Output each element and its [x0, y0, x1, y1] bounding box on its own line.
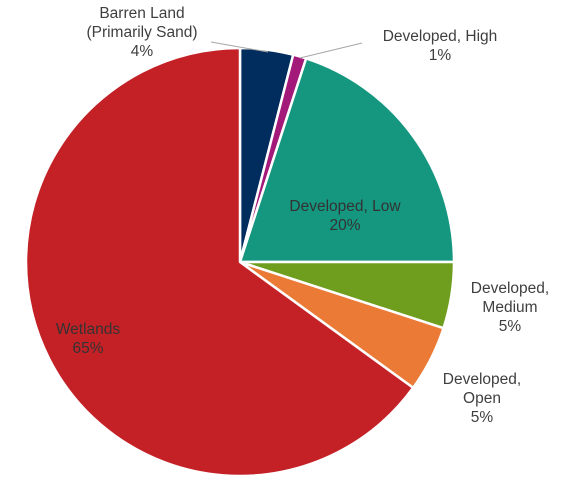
data-label-category: (Primarily Sand)	[86, 24, 197, 41]
data-labels: Barren Land (Primarily Sand) 4% Developed, …	[56, 5, 549, 426]
leader-line-barren	[210, 41, 269, 53]
data-label-dev-low: Developed, Low 20%	[289, 198, 401, 234]
data-label-percent: 5%	[499, 318, 522, 335]
leader-lines	[210, 41, 363, 59]
pie-slice-wetlands	[24, 46, 415, 478]
data-label-percent: 65%	[72, 340, 103, 357]
leader-line-dev-high	[299, 42, 363, 59]
data-label-dev-high: Developed, High 1%	[383, 28, 498, 64]
pie-slices	[24, 46, 456, 478]
data-label-category: Developed, Low	[289, 198, 401, 215]
data-label-category: Barren Land	[99, 5, 184, 22]
pie-slice-dev-low	[238, 57, 456, 264]
data-label-category: Medium	[482, 299, 537, 316]
data-label-category: Wetlands	[56, 321, 121, 338]
data-label-category: Open	[463, 390, 501, 407]
data-label-percent: 1%	[429, 47, 452, 64]
data-label-wetlands: Wetlands 65%	[56, 321, 121, 357]
data-label-category: Developed,	[443, 371, 521, 388]
data-label-barren: Barren Land (Primarily Sand) 4%	[86, 5, 197, 60]
data-label-dev-medium: Developed, Medium 5%	[471, 280, 549, 335]
data-label-category: Developed,	[471, 280, 549, 297]
data-label-category: Developed, High	[383, 28, 498, 45]
data-label-percent: 4%	[131, 43, 154, 60]
data-label-percent: 20%	[329, 217, 360, 234]
data-label-percent: 5%	[471, 409, 494, 426]
data-label-dev-open: Developed, Open 5%	[443, 371, 521, 426]
